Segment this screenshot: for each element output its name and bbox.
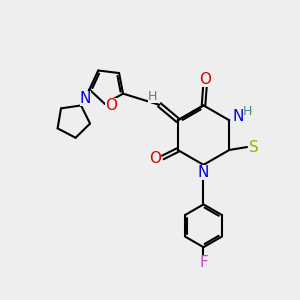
Text: N: N bbox=[80, 92, 91, 106]
Text: O: O bbox=[199, 72, 211, 87]
Text: N: N bbox=[232, 109, 244, 124]
Text: O: O bbox=[149, 152, 161, 166]
Text: F: F bbox=[199, 255, 208, 270]
Text: S: S bbox=[249, 140, 259, 154]
Text: N: N bbox=[198, 165, 209, 180]
Text: H: H bbox=[148, 90, 158, 103]
Text: O: O bbox=[105, 98, 117, 113]
Text: H: H bbox=[243, 105, 252, 118]
